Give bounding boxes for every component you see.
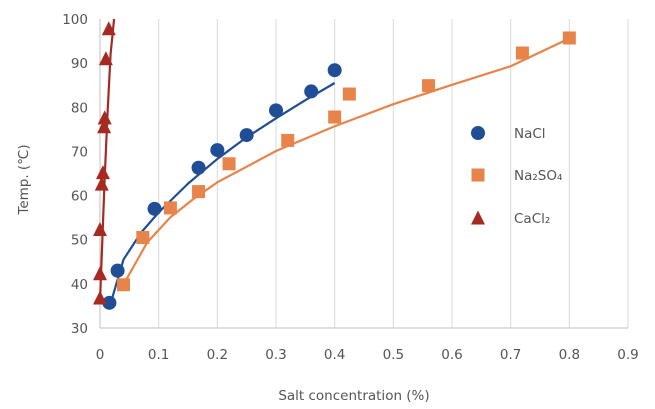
legend-label-2: CaCl₂ [514,211,550,227]
point-series-1-7 [342,87,356,101]
y-tick-label: 100 [62,12,88,28]
x-tick-label: 0.9 [617,347,638,363]
point-series-2-3 [94,176,109,191]
x-tick-label: 0.8 [559,347,580,363]
data-markers [93,21,576,310]
y-tick-label: 40 [71,277,88,293]
point-series-0-3 [191,160,206,175]
y-tick-label: 90 [71,56,88,72]
point-series-2-4 [95,165,110,180]
y-tick-label: 80 [71,100,88,116]
point-series-2-1 [93,266,107,281]
point-series-0-0 [102,295,117,310]
point-series-2-8 [101,21,116,36]
legend: NaCl Na₂SO₄ CaCl₂ [471,126,562,227]
point-series-2-7 [98,51,113,66]
y-axis-title: Temp. (℃) [16,144,32,215]
y-tick-label: 60 [71,189,88,205]
point-series-0-4 [210,143,225,158]
point-series-1-1 [136,231,150,245]
point-series-1-5 [281,133,295,147]
legend-marker-0 [471,126,485,140]
x-tick-label: 0.4 [324,347,345,363]
point-series-1-6 [328,110,342,124]
x-tick-label: 0.3 [265,347,286,363]
point-series-1-0 [116,278,130,292]
x-tick-label: 0.2 [207,347,228,363]
x-tick-label: 0.1 [148,347,169,363]
trendline-series-2 [98,18,116,302]
point-series-0-5 [239,128,254,143]
point-series-1-8 [422,79,436,93]
y-tick-labels: 30 40 50 60 70 80 90 100 [62,12,88,337]
point-series-2-0 [93,290,107,305]
point-series-2-5 [97,119,112,134]
point-series-1-2 [163,201,177,215]
legend-label-0: NaCl [514,126,546,142]
point-series-0-8 [327,63,342,78]
x-tick-label: 0.7 [500,347,521,363]
x-axis-title: Salt concentration (%) [278,388,429,404]
legend-label-1: Na₂SO₄ [514,168,562,184]
point-series-2-2 [93,222,107,237]
legend-marker-1 [471,168,485,182]
legend-marker-2 [471,210,485,225]
point-series-0-1 [110,263,125,278]
point-series-1-3 [192,185,206,199]
x-tick-labels: 0 0.1 0.2 0.3 0.4 0.5 0.6 0.7 0.8 0.9 [96,347,639,363]
point-series-1-10 [562,31,576,45]
trendline-series-0 [108,82,336,308]
point-series-2-6 [97,110,112,125]
point-series-1-4 [222,157,236,171]
x-tick-label: 0.6 [441,347,462,363]
y-tick-label: 30 [71,321,88,337]
y-tick-label: 50 [71,233,88,249]
y-tick-label: 70 [71,144,88,160]
point-series-0-6 [269,103,283,118]
point-series-0-7 [304,84,319,99]
point-series-0-2 [147,201,162,216]
trendline-series-1 [122,37,570,286]
point-series-1-9 [515,46,529,60]
x-tick-label: 0.5 [383,347,404,363]
x-tick-label: 0 [96,347,105,363]
